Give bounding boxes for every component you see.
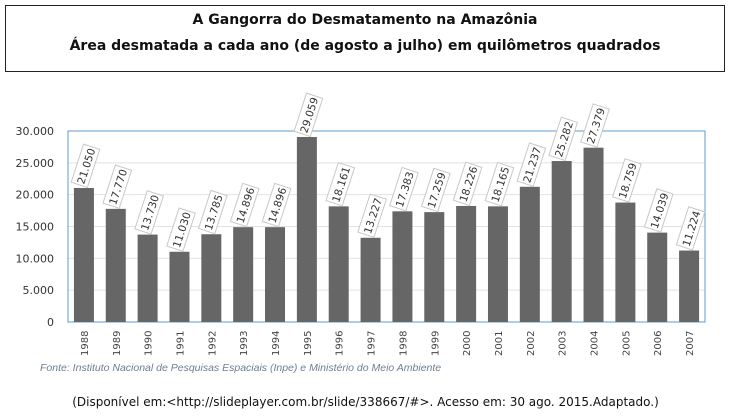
data-label-1990: 13.730 [134, 190, 165, 235]
bar-1997 [360, 237, 381, 322]
bar-1998 [392, 211, 413, 322]
data-label-1989: 17.770 [102, 164, 133, 209]
data-label-1998: 17.383 [389, 166, 419, 212]
data-label-box [70, 143, 101, 189]
chart-title: A Gangorra do Desmatamento na Amazônia [192, 12, 538, 28]
bar-2004 [583, 147, 604, 322]
x-tick-label: 2000 [462, 331, 473, 356]
x-tick-label: 2001 [494, 331, 505, 356]
data-label-1999: 17.259 [420, 167, 451, 213]
data-label-box [166, 207, 196, 252]
bar-1991 [169, 251, 190, 322]
x-tick-label: 2003 [558, 331, 569, 356]
y-tick-label: 15.000 [16, 221, 55, 234]
data-label-box [612, 158, 642, 203]
data-label-box [293, 92, 324, 138]
data-label-1991: 11.030 [166, 207, 196, 252]
bar-2005 [615, 202, 636, 322]
x-tick-label: 1991 [175, 331, 186, 356]
data-label-box [675, 206, 706, 251]
y-tick-label: 0 [47, 316, 54, 329]
x-tick-label: 2002 [526, 331, 537, 356]
bar-2000 [456, 205, 477, 322]
data-label-box [420, 167, 451, 213]
bar-1999 [424, 212, 445, 322]
data-label-box [357, 193, 387, 238]
x-tick-label: 1993 [239, 331, 250, 356]
x-tick-label: 2006 [653, 331, 664, 356]
data-label-box [580, 103, 610, 148]
data-label-box [229, 182, 260, 228]
x-tick-label: 1992 [207, 331, 218, 356]
bar-2007 [679, 250, 700, 322]
bar-1990 [137, 234, 158, 322]
x-tick-label: 1996 [335, 331, 346, 356]
bar-1992 [201, 234, 222, 322]
data-label-1988: 21.050 [70, 143, 101, 189]
data-label-box [134, 190, 165, 235]
x-tick-label: 2005 [621, 331, 632, 356]
data-label-2001: 18.165 [484, 161, 515, 207]
title-box: A Gangorra do Desmatamento na Amazônia Á… [5, 5, 725, 72]
x-tick-label: 1988 [80, 331, 91, 356]
data-label-1992: 13.785 [197, 189, 228, 235]
data-label-2000: 18.226 [452, 161, 483, 207]
data-label-box [484, 161, 515, 207]
data-label-1996: 18.161 [325, 161, 356, 207]
y-tick-label: 10.000 [16, 252, 55, 265]
y-tick-label: 30.000 [16, 125, 55, 138]
data-label-box [643, 188, 674, 233]
x-tick-label: 1995 [303, 331, 314, 356]
data-label-1993: 14.896 [229, 182, 260, 228]
chart-subtitle: Área desmatada a cada ano (de agosto a j… [69, 38, 661, 54]
bar-1996 [328, 206, 349, 322]
bar-1988 [73, 187, 94, 322]
data-label-1994: 14.896 [261, 182, 292, 228]
data-label-2007: 11.224 [675, 206, 706, 251]
source-note: Fonte: Instituto Nacional de Pesquisas E… [40, 362, 442, 374]
data-label-box [197, 189, 228, 235]
bar-2006 [647, 232, 668, 322]
data-label-2002: 21.237 [516, 142, 547, 187]
bar-1995 [296, 136, 317, 322]
data-label-box [452, 161, 483, 207]
data-label-1995: 29.059 [293, 92, 324, 138]
x-tick-label: 1998 [398, 331, 409, 356]
data-label-2005: 18.759 [612, 158, 642, 203]
y-tick-label: 25.000 [16, 157, 55, 170]
x-tick-label: 1994 [271, 331, 282, 356]
data-label-box [548, 116, 579, 162]
data-label-box [389, 166, 419, 212]
data-label-box [325, 161, 356, 207]
y-tick-label: 5.000 [23, 284, 55, 297]
data-label-2003: 25.282 [548, 116, 579, 162]
y-tick-label: 20.000 [16, 189, 55, 202]
x-tick-label: 1999 [430, 331, 441, 356]
plot-area-border [67, 130, 706, 323]
citation-caption: (Disponível em:<http://slideplayer.com.b… [72, 395, 659, 409]
bar-2003 [551, 161, 572, 322]
data-label-2004: 27.379 [580, 103, 610, 148]
bar-2001 [487, 206, 508, 322]
bar-1993 [233, 227, 254, 322]
x-tick-label: 1990 [144, 331, 155, 356]
bar-1994 [265, 227, 286, 322]
data-label-1997: 13.227 [357, 193, 387, 238]
x-tick-label: 2007 [685, 331, 696, 356]
x-tick-label: 1997 [367, 331, 378, 356]
data-label-2006: 14.039 [643, 188, 674, 233]
x-tick-label: 1989 [112, 331, 123, 356]
data-label-box [261, 182, 292, 228]
data-label-box [102, 164, 133, 209]
bar-1989 [105, 208, 126, 322]
bar-2002 [519, 186, 540, 322]
x-tick-label: 2004 [590, 331, 601, 356]
data-label-box [516, 142, 547, 187]
